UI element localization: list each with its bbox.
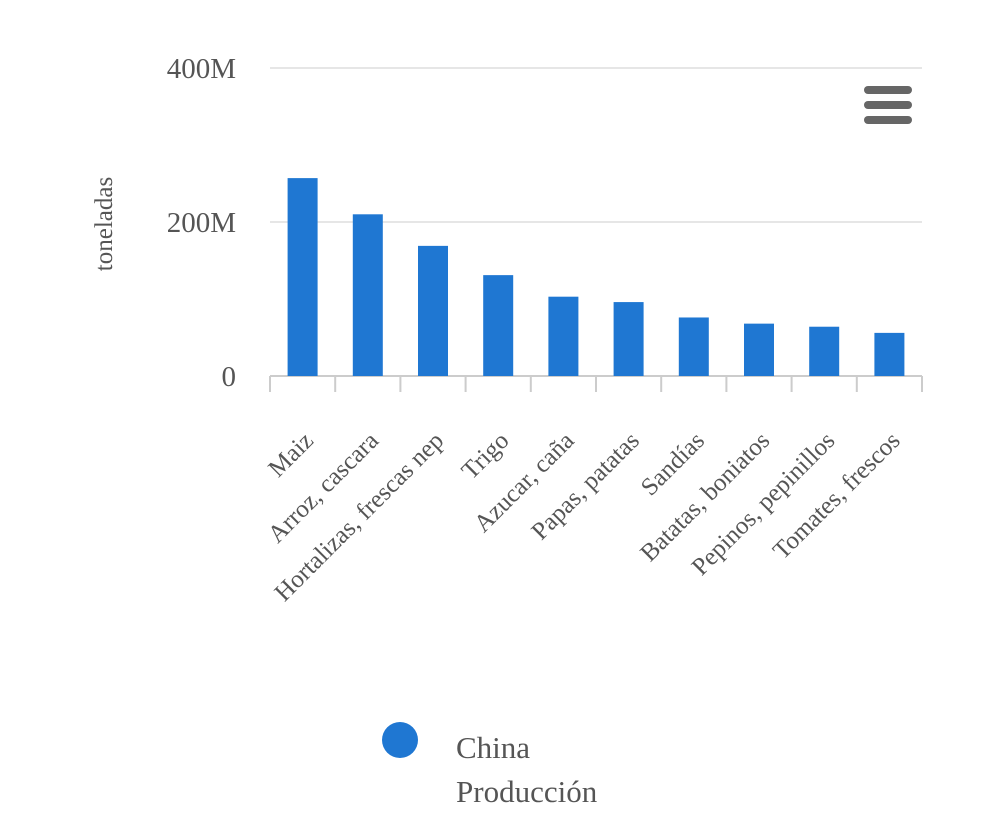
y-tick-label: 200M bbox=[167, 207, 236, 239]
y-tick-label: 400M bbox=[167, 53, 236, 85]
bar bbox=[352, 214, 383, 376]
x-tick-label: Trigo bbox=[457, 427, 515, 485]
bar bbox=[483, 275, 514, 376]
legend-label: China Producción bbox=[456, 730, 598, 809]
chart-menu-icon[interactable] bbox=[862, 84, 914, 126]
bar bbox=[418, 245, 448, 376]
legend-marker bbox=[382, 722, 418, 758]
bar bbox=[678, 317, 709, 376]
x-tick-label: Maiz bbox=[263, 427, 318, 482]
y-tick-label: 0 bbox=[222, 361, 237, 393]
bar bbox=[744, 323, 774, 376]
bar bbox=[613, 302, 644, 376]
bar bbox=[548, 296, 579, 376]
y-axis-title: toneladas bbox=[91, 177, 118, 271]
bar bbox=[809, 326, 840, 376]
bar bbox=[874, 332, 905, 376]
bar bbox=[287, 178, 318, 376]
